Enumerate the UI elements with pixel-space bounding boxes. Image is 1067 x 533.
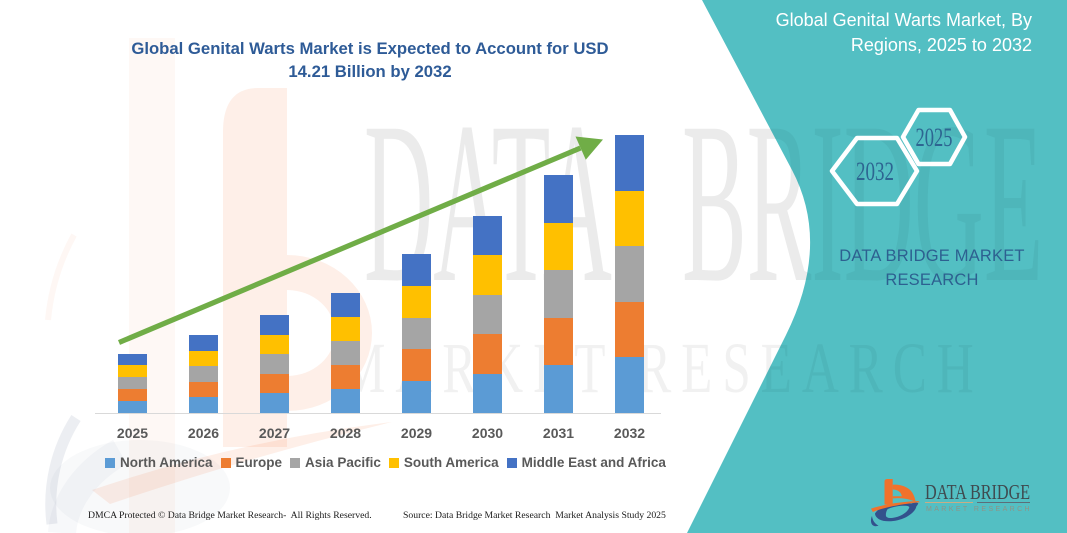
svg-text:2025: 2025 (916, 123, 953, 152)
svg-text:2032: 2032 (856, 157, 894, 186)
